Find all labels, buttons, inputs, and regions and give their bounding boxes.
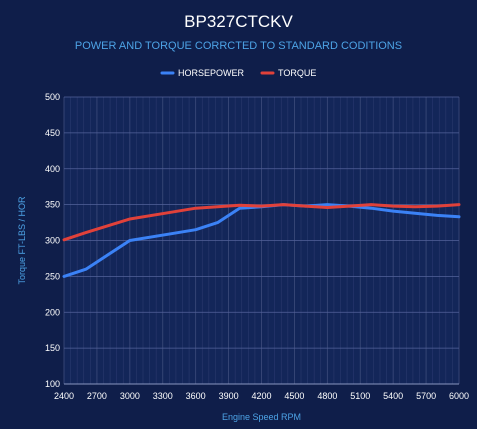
y-tick-label: 200 xyxy=(45,307,60,317)
x-tick-label: 4800 xyxy=(317,391,337,401)
legend-label-horsepower: HORSEPOWER xyxy=(178,68,245,78)
x-tick-label: 2700 xyxy=(87,391,107,401)
chart-title: BP327CTCKV xyxy=(184,12,293,31)
chart-subtitle: POWER AND TORQUE CORRCTED TO STANDARD CO… xyxy=(74,40,403,52)
x-tick-label: 3000 xyxy=(120,391,140,401)
legend-label-torque: TORQUE xyxy=(278,68,316,78)
x-tick-label: 3900 xyxy=(219,391,239,401)
y-tick-label: 350 xyxy=(45,200,60,210)
x-tick-label: 5700 xyxy=(416,391,436,401)
x-tick-label: 3300 xyxy=(153,391,173,401)
x-tick-label: 6000 xyxy=(449,391,469,401)
y-tick-label: 250 xyxy=(45,271,60,281)
y-tick-label: 450 xyxy=(45,128,60,138)
x-tick-label: 5100 xyxy=(350,391,370,401)
x-tick-label: 4200 xyxy=(251,391,271,401)
x-tick-label: 4500 xyxy=(284,391,304,401)
y-tick-label: 500 xyxy=(45,92,60,102)
series-line-torque xyxy=(62,203,461,242)
y-tick-label: 300 xyxy=(45,236,60,246)
x-tick-label: 5400 xyxy=(383,391,403,401)
y-tick-label: 400 xyxy=(45,164,60,174)
x-tick-label: 2400 xyxy=(54,391,74,401)
x-axis-label: Engine Speed RPM xyxy=(222,412,301,422)
x-tick-label: 3600 xyxy=(186,391,206,401)
y-axis-label: Torque FT-LBS / HOR xyxy=(17,196,27,285)
y-tick-label: 100 xyxy=(45,379,60,389)
y-tick-label: 150 xyxy=(45,343,60,353)
